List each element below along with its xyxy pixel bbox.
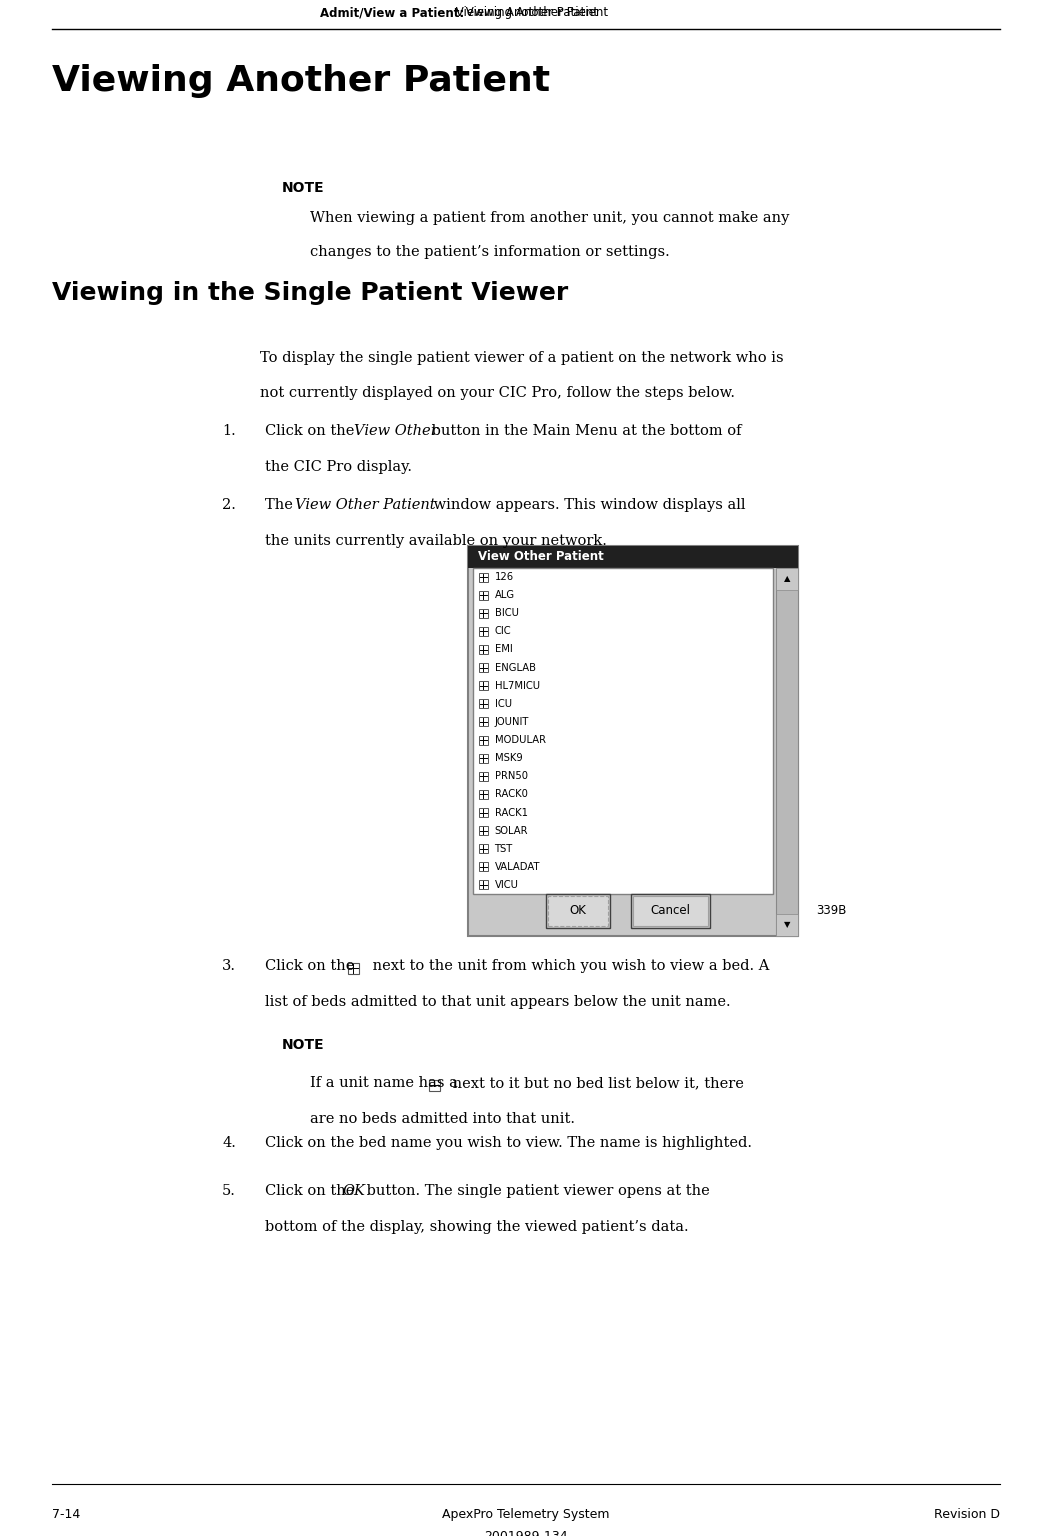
Bar [478,573,488,582]
Bar [478,591,488,599]
Text: View Other Patient: View Other Patient [295,498,435,511]
Text: the units currently available on your network.: the units currently available on your ne… [265,535,606,548]
Text: not currently displayed on your CIC Pro, follow the steps below.: not currently displayed on your CIC Pro,… [260,386,735,399]
Bar [468,545,798,568]
Text: 339B: 339B [816,905,846,917]
Text: JOUNIT: JOUNIT [495,717,529,727]
Bar [468,545,798,935]
Text: next to it but no bed list below it, there: next to it but no bed list below it, the… [448,1077,744,1091]
Text: SOLAR: SOLAR [495,826,528,836]
Bar [633,895,708,926]
Text: bottom of the display, showing the viewed patient’s data.: bottom of the display, showing the viewe… [265,1220,688,1233]
Text: CIC: CIC [495,627,511,636]
Text: are no beds admitted into that unit.: are no beds admitted into that unit. [310,1112,575,1126]
Text: TST: TST [495,843,513,854]
Text: HL7MICU: HL7MICU [495,680,539,691]
Bar [478,645,488,654]
Text: OK: OK [342,1184,365,1198]
Text: If a unit name has a: If a unit name has a [310,1077,462,1091]
Bar [478,682,488,690]
Text: Viewing Another Patient: Viewing Another Patient [452,6,599,18]
Bar [473,568,772,894]
Bar [547,894,610,928]
Bar [478,608,488,617]
Text: window appears. This window displays all: window appears. This window displays all [429,498,745,511]
Text: 5.: 5. [222,1184,235,1198]
Text: 3.: 3. [222,958,236,972]
Bar [478,790,488,799]
Text: Revision D: Revision D [934,1508,1000,1521]
Bar [478,771,488,780]
Bar [631,894,710,928]
Text: ALG: ALG [495,590,515,601]
Text: ▲: ▲ [784,574,790,584]
Text: The: The [265,498,297,511]
Bar [776,914,798,935]
Text: Viewing Another Patient: Viewing Another Patient [51,65,550,98]
Text: VALADAT: VALADAT [495,862,540,872]
Text: button. The single patient viewer opens at the: button. The single patient viewer opens … [362,1184,709,1198]
Text: View Other Patient: View Other Patient [478,550,603,564]
Text: EMI: EMI [495,645,512,654]
Text: BICU: BICU [495,608,518,619]
Text: Click on the bed name you wish to view. The name is highlighted.: Click on the bed name you wish to view. … [265,1137,753,1150]
Bar [348,963,358,974]
Text: Click on the: Click on the [265,958,359,972]
Text: Viewing in the Single Patient Viewer: Viewing in the Single Patient Viewer [51,281,569,306]
Bar [429,1080,439,1091]
Text: next to the unit from which you wish to view a bed. A: next to the unit from which you wish to … [368,958,769,972]
Bar [478,880,488,889]
Text: ApexPro Telemetry System: ApexPro Telemetry System [441,1508,610,1521]
Text: button in the Main Menu at the bottom of: button in the Main Menu at the bottom of [427,424,742,438]
Text: 7-14: 7-14 [51,1508,80,1521]
Bar [478,664,488,673]
Text: Click on the: Click on the [265,424,359,438]
Text: When viewing a patient from another unit, you cannot make any: When viewing a patient from another unit… [310,210,789,224]
Bar [776,568,798,590]
Text: 2001989-134: 2001989-134 [483,1530,568,1536]
Bar [548,895,607,926]
Bar [478,862,488,871]
Text: ICU: ICU [495,699,512,708]
Bar [478,699,488,708]
Bar [478,736,488,745]
Bar [478,717,488,727]
Text: changes to the patient’s information or settings.: changes to the patient’s information or … [310,246,669,260]
Bar [478,627,488,636]
Bar [776,568,798,935]
Text: 4.: 4. [222,1137,235,1150]
Text: Cancel: Cancel [651,905,691,917]
Text: VICU: VICU [495,880,518,889]
Text: MSK9: MSK9 [495,753,522,763]
Text: RACK1: RACK1 [495,808,528,817]
Bar [478,845,488,852]
Text: NOTE: NOTE [282,1038,325,1052]
Text: ▼: ▼ [784,920,790,929]
Text: Viewing Another Patient: Viewing Another Patient [462,6,609,18]
Text: the CIC Pro display.: the CIC Pro display. [265,459,412,475]
Text: MODULAR: MODULAR [495,736,545,745]
Text: NOTE: NOTE [282,181,325,195]
Text: RACK0: RACK0 [495,790,528,799]
Text: OK: OK [570,905,586,917]
Text: list of beds admitted to that unit appears below the unit name.: list of beds admitted to that unit appea… [265,995,730,1009]
Text: PRN50: PRN50 [495,771,528,782]
Text: View Other: View Other [354,424,437,438]
Bar [478,754,488,763]
Text: 126: 126 [495,571,514,582]
Text: 1.: 1. [222,424,235,438]
Bar [478,808,488,817]
Text: ENGLAB: ENGLAB [495,662,536,673]
Bar [478,826,488,836]
Text: Admit/View a Patient:: Admit/View a Patient: [320,6,465,18]
Text: To display the single patient viewer of a patient on the network who is: To display the single patient viewer of … [260,352,784,366]
Text: Click on the: Click on the [265,1184,359,1198]
Text: 2.: 2. [222,498,235,511]
